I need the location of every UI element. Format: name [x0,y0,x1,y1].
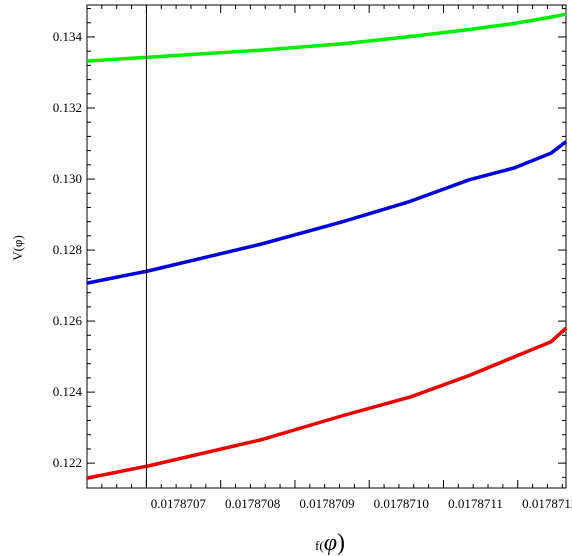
plot-frame [86,4,567,489]
y-axis-label: V(φ) [10,235,25,261]
x-tick-label: 0.0178711 [448,496,503,511]
series-line-1 [86,12,567,63]
y-tick-label: 0.122 [53,455,82,470]
x-axis-label-symbol: φ [324,530,337,556]
tick-marks [86,5,566,488]
y-tick-label: 0.132 [53,100,82,115]
x-axis-label: f(φ) [315,530,345,556]
series-group [86,12,568,480]
y-tick-label: 0.130 [53,171,82,186]
y-tick-label: 0.124 [53,384,83,399]
y-tick-label: 0.134 [53,29,83,44]
x-tick-label: 0.0178710 [374,496,429,511]
x-tick-label: 0.0178712 [522,496,572,511]
y-tick-label: 0.128 [53,242,82,257]
x-axis-label-suffix: ) [337,530,345,556]
x-tick-label: 0.0178708 [225,496,280,511]
y-tick-label: 0.126 [53,313,83,328]
series-line-2 [86,140,568,285]
x-tick-label: 0.0178707 [151,496,207,511]
series-line-3 [86,326,568,480]
x-axis-label-prefix: f( [315,538,324,553]
x-tick-label: 0.0178709 [299,496,354,511]
tick-labels: 0.122 0.124 0.126 0.128 0.130 0.132 0.134 0.017… [53,29,572,511]
